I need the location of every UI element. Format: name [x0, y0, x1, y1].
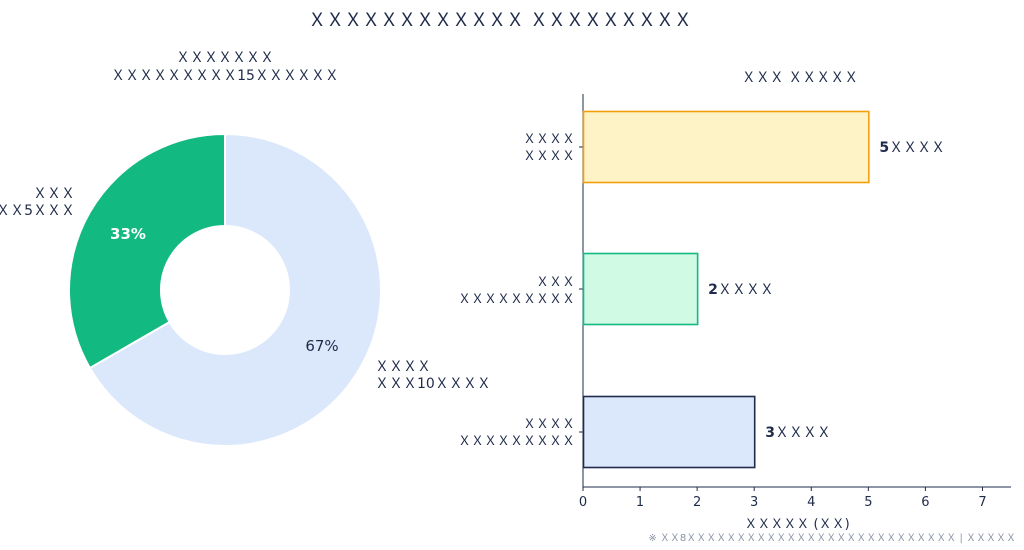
donut-slice-0 [88, 132, 382, 447]
donut-pct-label-0: 67% [305, 337, 338, 355]
x-tick-label-4: 4 [807, 495, 815, 510]
bar-category-label-1-line-1: ＸＸＸ [535, 275, 575, 290]
bar-2 [582, 395, 756, 469]
bar-category-label-2-line-1: ＸＸＸＸ [522, 417, 575, 432]
bar-value-label-0: 5ＸＸＸＸ [879, 140, 945, 156]
x-tick-label-3: 3 [750, 495, 758, 510]
slice-label-0-line-2: ＸＸＸ10ＸＸＸＸ [375, 376, 491, 392]
donut-chart: 67% 33% [68, 132, 382, 447]
bar-category-label-1: ＸＸＸ ＸＸＸＸＸＸＸＸＸ [458, 274, 575, 308]
donut-pct-label-1: 33% [110, 225, 146, 243]
footnote: ※ ＸＸ8ＸＸＸＸＸＸＸＸＸＸＸＸＸＸＸＸＸＸＸＸＸＸＸＸＸＸＸ | ＸＸＸＸＸ [648, 533, 1016, 544]
bar-value-label-2: 3ＸＸＸＸ [765, 425, 831, 441]
slice-label-0-line-1: ＸＸＸＸ [375, 359, 431, 375]
x-tick-label-7: 7 [978, 495, 986, 510]
bar-category-label-2: ＸＸＸＸ ＸＸＸＸＸＸＸＸＸ [458, 416, 575, 450]
bar-chart-title: ＸＸＸ ＸＸＸＸＸ [741, 70, 859, 86]
donut-title-line-1: ＸＸＸＸＸＸＸ [176, 50, 274, 66]
bar-category-label-0-line-1: ＸＸＸＸ [522, 132, 575, 147]
bar-category-label-2-line-2: ＸＸＸＸＸＸＸＸＸ [457, 434, 575, 449]
slice-label-0: ＸＸＸＸ ＸＸＸ10ＸＸＸＸ [375, 359, 491, 393]
bar-category-label-0-line-2: ＸＸＸＸ [522, 149, 575, 164]
main-title: ＸＸＸＸＸＸＸＸＸＸＸＸ ＸＸＸＸＸＸＸＸＸ [308, 10, 692, 31]
x-tick-label-5: 5 [864, 495, 872, 510]
bar-1 [582, 252, 699, 326]
donut-slice-1 [68, 132, 226, 370]
x-tick-label-0: 0 [579, 495, 587, 510]
donut-chart-title: ＸＸＸＸＸＸＸ ＸＸＸＸＸＸＸＸＸ15ＸＸＸＸＸＸ [105, 49, 345, 85]
x-tick-label-2: 2 [693, 495, 701, 510]
bar-x-axis-label: ＸＸＸＸＸ (ＸＸ) [744, 517, 850, 532]
bar-value-label-1: 2ＸＸＸＸ [708, 282, 774, 298]
slice-label-1-line-1: ＸＸＸ [33, 186, 75, 202]
x-tick-label-6: 6 [921, 495, 929, 510]
x-tick-label-1: 1 [636, 495, 644, 510]
donut-title-line-2: ＸＸＸＸＸＸＸＸＸ15ＸＸＸＸＸＸ [111, 68, 339, 84]
bar-category-label-1-line-2: ＸＸＸＸＸＸＸＸＸ [457, 292, 575, 307]
bar-category-label-0: ＸＸＸＸ ＸＸＸＸ [523, 131, 575, 165]
bar-0 [582, 110, 870, 184]
